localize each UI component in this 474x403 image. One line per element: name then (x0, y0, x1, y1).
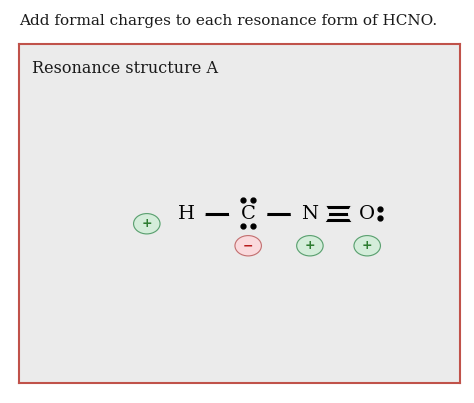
Circle shape (292, 199, 328, 228)
Text: H: H (178, 205, 195, 222)
Circle shape (134, 214, 160, 234)
Text: +: + (141, 217, 152, 230)
Circle shape (168, 199, 205, 228)
Text: +: + (305, 239, 315, 252)
Circle shape (297, 236, 323, 256)
Circle shape (349, 199, 386, 228)
Circle shape (230, 199, 267, 228)
Text: O: O (359, 205, 375, 222)
Text: N: N (301, 205, 319, 222)
Text: Resonance structure A: Resonance structure A (32, 60, 218, 77)
Text: +: + (362, 239, 373, 252)
Text: −: − (243, 239, 254, 252)
Text: C: C (241, 205, 255, 222)
Circle shape (354, 236, 381, 256)
Text: Add formal charges to each resonance form of HCNO.: Add formal charges to each resonance for… (19, 14, 437, 28)
Circle shape (235, 236, 262, 256)
